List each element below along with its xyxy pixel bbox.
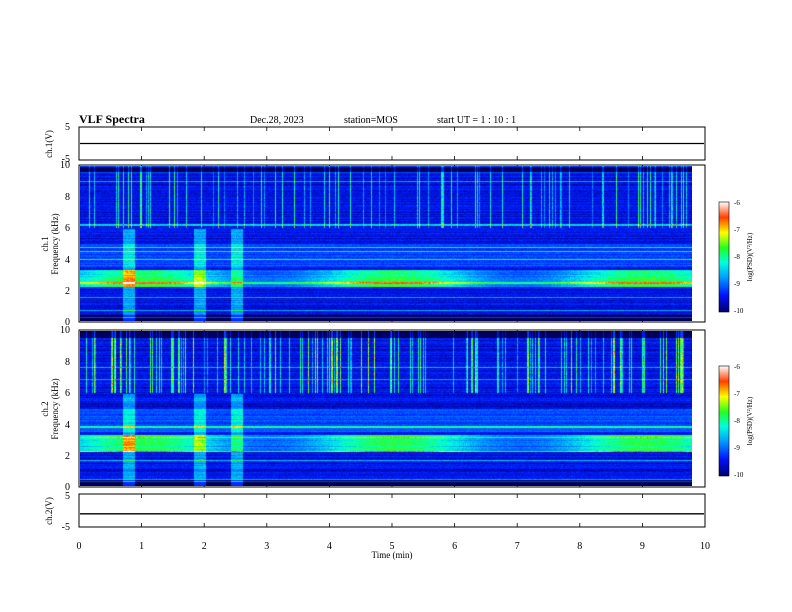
time-tick-label: 4	[327, 541, 332, 552]
ch2-ytick-0: 0	[65, 482, 70, 493]
ch2-cb-tick-10: -10	[734, 471, 744, 479]
ch1-ytick-4: 4	[65, 255, 70, 266]
ch1-ytick-6: 6	[65, 223, 70, 234]
ch2-spectrogram-image	[80, 331, 692, 486]
ch2-colorbar: -6 -7 -8 -9 -10 log(PSD)(V²/Hz)	[718, 363, 754, 479]
ch2-waveform-ytick-top: 5	[65, 491, 70, 502]
ch1-colorbar: -6 -7 -8 -9 -10 log(PSD)(V²/Hz)	[718, 199, 754, 315]
time-tick-label: 6	[452, 541, 457, 552]
ch1-waveform-ytick-bottom: -5	[62, 154, 70, 165]
ch1-ylabel-channel: ch.1	[40, 236, 50, 251]
ch1-colorbar-label: log(PSD)(V²/Hz)	[746, 232, 754, 281]
start-time-label: start UT = 1 : 10 : 1	[437, 115, 516, 126]
ch2-cb-tick-7: -7	[734, 390, 740, 398]
ch2-cb-tick-6: -6	[734, 363, 740, 371]
ch2-waveform-ylabel: ch.2(V)	[44, 497, 54, 525]
ch1-waveform-ylabel: ch.1(V)	[44, 130, 54, 158]
ch1-cb-tick-6: -6	[734, 199, 740, 207]
ch2-ytick-4: 4	[65, 420, 70, 431]
ch2-ylabel-frequency: Frequency (kHz)	[50, 378, 60, 439]
time-tick-label: 2	[202, 541, 207, 552]
time-tick-label: 0	[77, 541, 82, 552]
time-tick-label: 8	[577, 541, 582, 552]
ch2-ytick-2: 2	[65, 451, 70, 462]
ch2-ytick-10: 10	[60, 325, 70, 336]
time-tick-label: 9	[640, 541, 645, 552]
time-tick-label: 7	[515, 541, 520, 552]
ch1-ytick-8: 8	[65, 192, 70, 203]
ch1-cb-tick-10: -10	[734, 307, 744, 315]
figure-title: VLF Spectra	[79, 112, 145, 126]
ch2-waveform-ytick-bottom: -5	[62, 522, 70, 533]
ch2-colorbar-scale	[718, 365, 730, 477]
ch1-ylabel-frequency: Frequency (kHz)	[50, 213, 60, 274]
ch1-waveform-panel: 5 -5 ch.1(V)	[44, 122, 706, 165]
date-label: Dec.28, 2023	[250, 115, 304, 126]
ch1-cb-tick-8: -8	[734, 253, 740, 261]
time-tick-label: 3	[264, 541, 269, 552]
ch2-waveform-panel: 5 -5 ch.2(V)	[44, 491, 706, 533]
ch2-ylabel-channel: ch.2	[40, 401, 50, 416]
ch2-colorbar-label: log(PSD)(V²/Hz)	[746, 396, 754, 445]
ch1-waveform-ytick-top: 5	[65, 122, 70, 133]
ch2-ytick-6: 6	[65, 388, 70, 399]
ch2-cb-tick-8: -8	[734, 417, 740, 425]
ch1-ytick-2: 2	[65, 286, 70, 297]
ch1-spectrogram-image	[80, 166, 692, 321]
ch2-cb-tick-9: -9	[734, 444, 740, 452]
time-tick-label: 10	[700, 541, 710, 552]
ch1-ytick-10: 10	[60, 160, 70, 171]
time-tick-label: 5	[390, 541, 395, 552]
ch1-cb-tick-9: -9	[734, 280, 740, 288]
ch1-ytick-0: 0	[65, 317, 70, 328]
ch2-ytick-8: 8	[65, 357, 70, 368]
time-axis-label: Time (min)	[372, 550, 413, 560]
station-label: station=MOS	[344, 115, 398, 126]
ch1-cb-tick-7: -7	[734, 226, 740, 234]
ch1-colorbar-scale	[718, 201, 730, 313]
time-tick-label: 1	[139, 541, 144, 552]
ch2-waveform-frame	[78, 493, 706, 528]
